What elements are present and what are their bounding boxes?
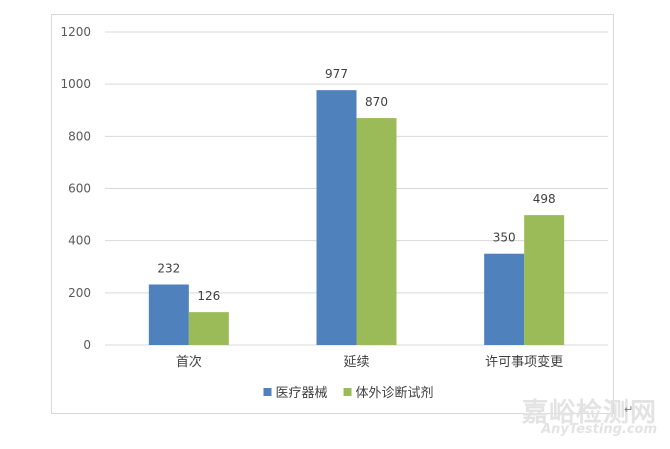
- bar: [316, 90, 357, 345]
- y-tick-label: 1000: [60, 77, 91, 91]
- category-label: 许可事项变更: [485, 354, 563, 370]
- data-label: 498: [533, 192, 556, 206]
- bar: [148, 284, 189, 345]
- data-label: 870: [365, 95, 388, 109]
- data-label: 977: [325, 67, 348, 81]
- data-label: 232: [157, 261, 180, 275]
- bar: [356, 118, 397, 345]
- y-tick-label: 800: [68, 129, 91, 143]
- bar: [188, 312, 229, 345]
- category-label: 延续: [343, 355, 369, 370]
- chart-frame: 0 200 400 600 800 1000 1200 232 126 首次 977 870 延续 350…: [51, 14, 614, 414]
- y-tick-label: 400: [68, 234, 91, 248]
- y-tick-label: 600: [68, 182, 91, 196]
- data-label: 126: [197, 289, 220, 303]
- category-label: 首次: [176, 354, 202, 370]
- bar-chart: 0 200 400 600 800 1000 1200 232 126 首次 977 870 延续 350…: [60, 25, 608, 401]
- legend-swatch: [343, 388, 352, 396]
- y-tick-label: 1200: [60, 25, 91, 39]
- legend-label: 体外诊断试剂: [356, 386, 434, 401]
- y-tick-label: 0: [83, 338, 91, 352]
- paragraph-return-mark: ↵: [624, 403, 634, 416]
- watermark-en-text: AnyTesting.com: [541, 422, 657, 437]
- y-tick-label: 200: [68, 286, 91, 300]
- bar: [524, 215, 565, 345]
- legend-label: 医疗器械: [276, 386, 328, 401]
- legend-swatch: [263, 388, 272, 396]
- data-label: 350: [493, 231, 516, 245]
- bar: [484, 253, 525, 345]
